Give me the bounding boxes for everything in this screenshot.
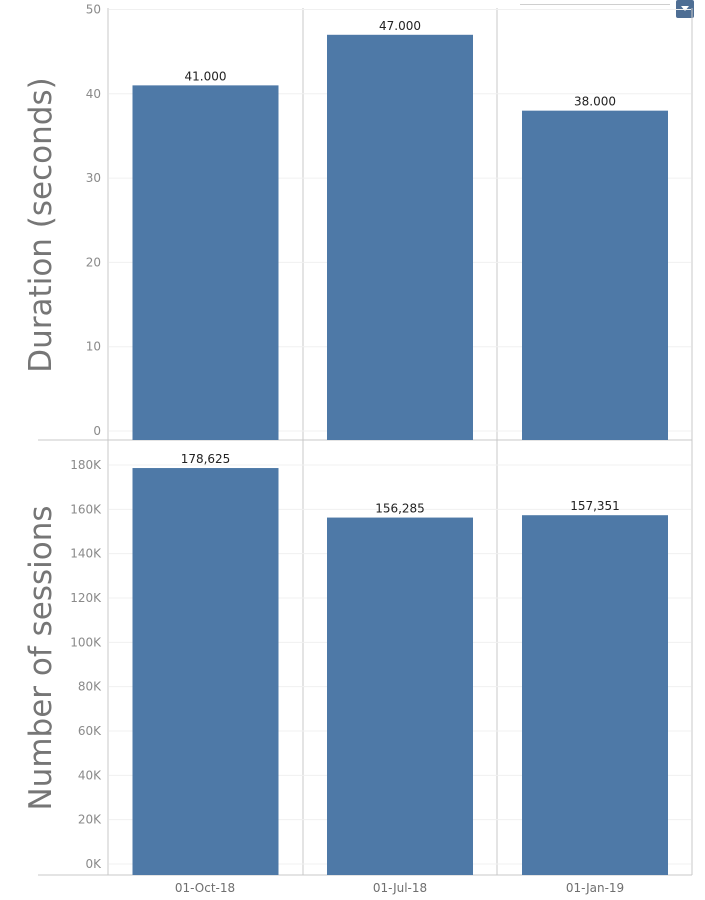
y-tick-label: 20K	[78, 813, 102, 827]
x-tick-label: 01-Jul-18	[373, 881, 427, 895]
y-tick-label: 10	[86, 340, 101, 354]
bar-01-Oct-18[interactable]	[132, 468, 279, 875]
y-tick-label: 160K	[70, 502, 102, 516]
y-tick-label: 50	[86, 3, 101, 17]
bar-01-Oct-18[interactable]	[132, 85, 279, 441]
y-tick-label: 30	[86, 171, 101, 185]
top-divider	[520, 4, 670, 5]
x-tick-label: 01-Oct-18	[175, 881, 235, 895]
bar-01-Jul-18[interactable]	[327, 34, 473, 440]
data-label: 41.000	[185, 69, 227, 83]
duration-axis-title: Duration (seconds)	[23, 77, 59, 372]
y-tick-label: 0	[93, 424, 101, 438]
data-label: 47.000	[379, 19, 421, 33]
data-label: 157,351	[570, 499, 620, 513]
bar-01-Jul-18[interactable]	[327, 517, 473, 875]
x-tick-label: 01-Jan-19	[566, 881, 624, 895]
y-tick-label: 140K	[70, 547, 102, 561]
y-tick-label: 0K	[85, 857, 102, 871]
data-label: 156,285	[375, 502, 425, 516]
data-label: 38.000	[574, 95, 616, 109]
bar-01-Jan-19[interactable]	[522, 515, 668, 875]
y-tick-label: 180K	[70, 458, 102, 472]
y-tick-label: 40K	[78, 768, 102, 782]
bar-01-Jan-19[interactable]	[522, 110, 668, 440]
y-tick-label: 60K	[78, 724, 102, 738]
y-tick-label: 100K	[70, 635, 102, 649]
y-tick-label: 120K	[70, 591, 102, 605]
data-label: 178,625	[181, 452, 231, 466]
y-tick-label: 80K	[78, 680, 102, 694]
y-tick-label: 40	[86, 87, 101, 101]
sessions-axis-title: Number of sessions	[23, 505, 59, 810]
y-tick-label: 20	[86, 255, 101, 269]
